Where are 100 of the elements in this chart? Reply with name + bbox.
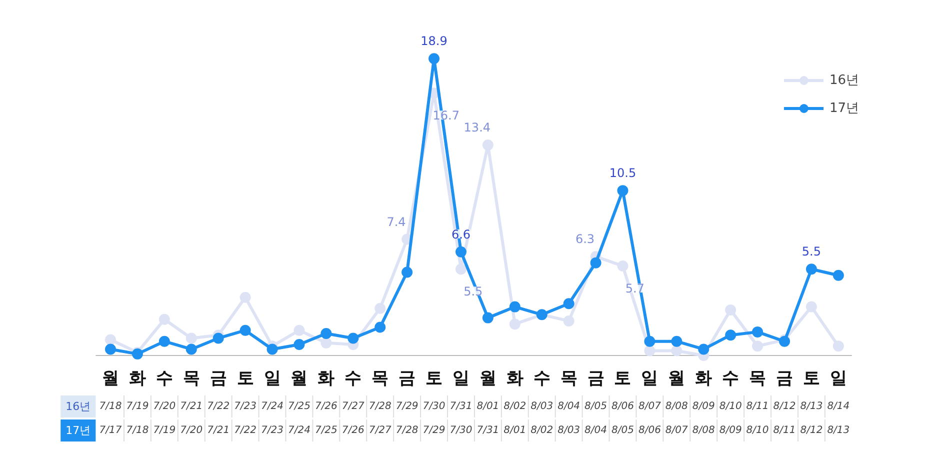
- point: [455, 264, 466, 275]
- point: [320, 337, 332, 348]
- text: 17년: [66, 424, 91, 437]
- x-tick-label: 금: [210, 368, 227, 388]
- text: 7/30: [422, 401, 446, 412]
- data-label: 7.4: [386, 214, 406, 229]
- text: 8/01: [476, 401, 500, 412]
- x-tick-label: 화: [318, 368, 335, 388]
- text: 8/03: [558, 425, 580, 436]
- text: 8/12: [773, 401, 796, 412]
- point: [266, 344, 278, 355]
- text: 7/31: [450, 401, 472, 412]
- point: [186, 344, 197, 355]
- x-tick-label: 화: [128, 368, 146, 388]
- point: [186, 332, 197, 344]
- text: 7/23: [261, 425, 284, 436]
- text: 7/26: [342, 425, 364, 436]
- text: 8/06: [638, 425, 661, 436]
- text: 8/03: [530, 401, 554, 412]
- text: 8/05: [584, 401, 608, 412]
- point: [212, 332, 224, 344]
- point: [752, 340, 764, 352]
- x-tick-label: 목: [749, 368, 766, 388]
- data-label: 6.6: [451, 227, 471, 242]
- x-tick-label: 일: [452, 368, 470, 388]
- text: 7/19: [126, 401, 149, 412]
- x-tick-label: 수: [533, 368, 550, 388]
- text: 7/17: [99, 425, 122, 436]
- text: 7/24: [288, 425, 310, 436]
- x-tick-label: 금: [776, 368, 793, 388]
- point: [294, 339, 305, 350]
- text: 7/23: [234, 401, 257, 412]
- data-label: 18.9: [420, 34, 448, 48]
- text: 8/12: [800, 425, 823, 436]
- text: 7/22: [234, 425, 257, 436]
- point: [294, 324, 305, 336]
- point: [402, 266, 413, 278]
- text: 8/11: [773, 425, 796, 436]
- x-tick-label: 토: [426, 368, 443, 388]
- data-label: 6.3: [575, 232, 595, 246]
- x-tick-label: 화: [506, 368, 524, 388]
- point: [832, 340, 844, 352]
- x-tick-label: 수: [344, 368, 362, 388]
- text: 8/10: [746, 425, 769, 436]
- point: [240, 292, 251, 303]
- text: 8/07: [665, 425, 689, 436]
- text: 8/14: [827, 401, 850, 412]
- text: 8/13: [800, 401, 823, 412]
- point: [455, 246, 466, 258]
- x-tick-label: 월: [290, 368, 308, 388]
- text: 7/26: [314, 401, 338, 412]
- point: [617, 185, 628, 196]
- text: 8/09: [719, 425, 742, 436]
- text: 8/13: [827, 425, 850, 436]
- text: 8/04: [558, 401, 580, 412]
- point: [348, 332, 359, 344]
- point: [158, 336, 170, 347]
- text: 8/06: [612, 401, 634, 412]
- data-label: 5.5: [802, 244, 822, 259]
- x-tick-label: 화: [695, 368, 712, 388]
- x-tick-label: 월: [102, 368, 119, 388]
- text: 7/31: [476, 425, 500, 436]
- text: 7/20: [153, 401, 176, 412]
- point: [563, 315, 574, 326]
- text: 7/28: [368, 401, 392, 412]
- text: 7/19: [153, 425, 176, 436]
- text: 8/02: [504, 401, 526, 412]
- text: 7/18: [99, 401, 122, 412]
- point: [509, 318, 520, 330]
- text: 8/08: [665, 401, 688, 412]
- point: [320, 328, 332, 339]
- point: [374, 302, 386, 314]
- text: 7/18: [126, 425, 149, 436]
- text: 8/10: [719, 401, 742, 412]
- point: [671, 345, 682, 356]
- legend-label: 17년: [829, 100, 859, 117]
- point: [832, 270, 844, 281]
- text: 7/21: [207, 425, 230, 436]
- point: [240, 324, 251, 336]
- point: [617, 260, 628, 272]
- point: [644, 336, 656, 347]
- point: [725, 330, 736, 341]
- text: 8/05: [612, 425, 634, 436]
- text: 8/02: [530, 425, 554, 436]
- text: 7/30: [450, 425, 472, 436]
- data-label: 5.5: [464, 284, 483, 299]
- point: [482, 312, 494, 324]
- point: [590, 257, 602, 268]
- text: 7/29: [396, 401, 418, 412]
- x-tick-label: 금: [398, 368, 416, 388]
- text: 7/25: [288, 401, 310, 412]
- x-tick-label: 목: [182, 368, 200, 388]
- point: [509, 301, 520, 312]
- x-tick-label: 월: [479, 368, 496, 388]
- x-tick-label: 금: [587, 368, 604, 388]
- text: 7/24: [261, 401, 284, 412]
- x-tick-label: 일: [641, 368, 658, 388]
- point: [105, 344, 116, 355]
- point: [644, 345, 656, 356]
- data-label: 10.5: [609, 166, 636, 180]
